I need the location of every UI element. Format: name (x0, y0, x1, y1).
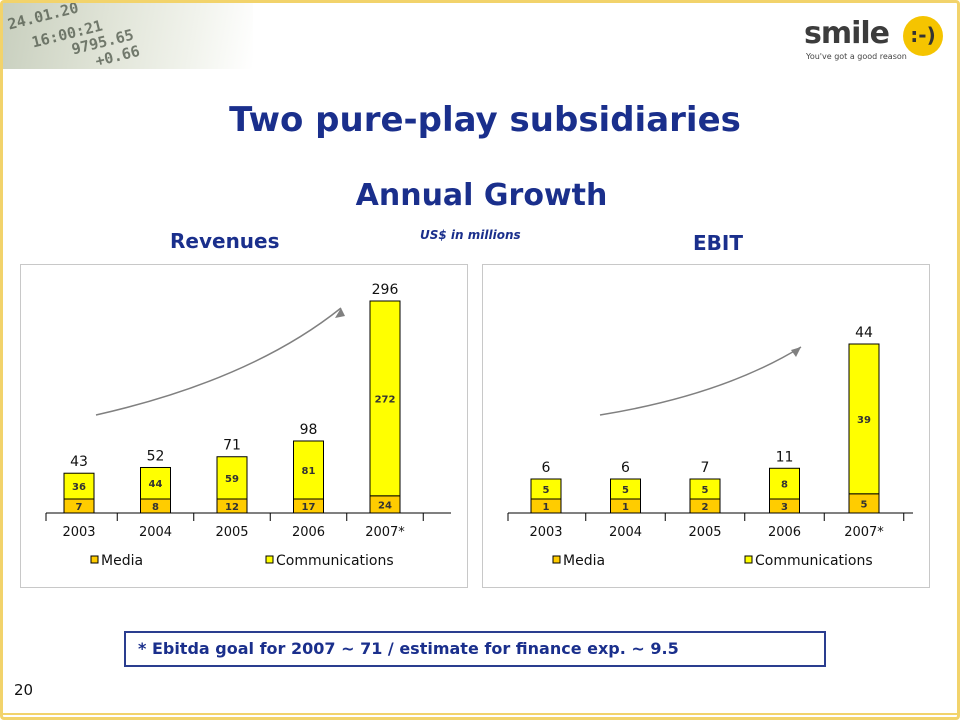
data-label-communications: 59 (225, 474, 239, 485)
bar-communications (610, 478, 641, 500)
data-label-media: 8 (152, 502, 159, 513)
bar-communications (63, 472, 95, 500)
growth-arrow (599, 346, 802, 416)
data-label-media: 2 (702, 502, 709, 513)
footnote-box: * Ebitda goal for 2007 ~ 71 / estimate f… (124, 631, 826, 667)
bar-communications (293, 440, 324, 500)
stock-ticker-image: 24.01.20 16:00:21 9795.65 +0.66 (3, 3, 253, 69)
x-tick-label: 2006 (292, 525, 325, 540)
data-label-media: 17 (302, 502, 316, 513)
bar-communications (140, 466, 171, 500)
growth-arrow-head (335, 308, 345, 318)
bar-communications (530, 478, 562, 500)
x-tick-label: 2006 (768, 525, 801, 540)
legend-swatch (744, 555, 753, 564)
x-tick-label: 2005 (688, 525, 721, 540)
data-label-total: 7 (701, 460, 710, 476)
page-number: 20 (14, 681, 34, 699)
legend-label: Media (563, 553, 605, 569)
legend-swatch (265, 555, 274, 564)
ebit-label: EBIT (693, 231, 743, 255)
revenues-chart-panel: 7 36 43 2003 8 44 52 2004 12 59 71 2005 17 81 98 2006 24… (20, 264, 468, 588)
bar-communications (369, 300, 401, 497)
data-label-communications: 8 (781, 480, 788, 491)
data-label-total: 71 (223, 438, 241, 454)
logo-tagline: You've got a good reason (806, 52, 907, 61)
bar-communications (848, 343, 880, 495)
data-label-communications: 5 (622, 485, 629, 496)
growth-arrow-head (791, 347, 801, 357)
data-label-communications: 81 (302, 466, 316, 477)
data-label-communications: 5 (702, 485, 709, 496)
x-tick-label: 2004 (139, 525, 172, 540)
data-label-media: 1 (543, 502, 550, 513)
ebit-chart-panel: 1 5 6 2003 1 5 6 2004 2 5 7 2005 3 8 11 2006 5 39 44 2007* M… (482, 264, 930, 588)
bar-communications (689, 478, 721, 500)
data-label-total: 296 (372, 282, 399, 298)
x-tick-label: 2007* (365, 525, 405, 540)
smiley-icon: :-) (903, 16, 943, 56)
data-label-communications: 36 (72, 482, 86, 493)
data-label-media: 24 (378, 500, 392, 511)
data-label-total: 43 (70, 454, 88, 470)
data-label-communications: 5 (543, 485, 550, 496)
data-label-total: 44 (855, 325, 873, 341)
data-label-total: 6 (621, 460, 630, 476)
x-tick-label: 2003 (529, 525, 562, 540)
data-label-media: 5 (861, 499, 868, 510)
legend-label: Communications (755, 553, 873, 569)
data-label-total: 98 (300, 422, 318, 438)
page-title: Two pure-play subsidiaries (229, 100, 741, 140)
bar-communications (216, 456, 248, 500)
smile-logo: smile :-) You've got a good reason (804, 14, 944, 64)
units-label: US$ in millions (420, 228, 521, 242)
legend-label: Media (101, 553, 143, 569)
bar-communications (769, 467, 800, 500)
data-label-media: 3 (781, 502, 788, 513)
data-label-communications: 39 (857, 415, 871, 426)
data-label-communications: 44 (149, 479, 163, 490)
legend-label: Communications (276, 553, 394, 569)
revenues-label: Revenues (170, 229, 280, 253)
data-label-communications: 272 (375, 394, 396, 405)
x-tick-label: 2003 (62, 525, 95, 540)
data-label-media: 7 (76, 502, 83, 513)
logo-wordmark: smile (804, 16, 890, 51)
x-tick-label: 2007* (844, 525, 884, 540)
bottom-divider (3, 713, 957, 715)
data-label-total: 11 (776, 449, 794, 465)
legend-swatch (90, 555, 99, 564)
x-tick-label: 2005 (215, 525, 248, 540)
data-label-media: 1 (622, 502, 629, 513)
revenues-chart: 7 36 43 2003 8 44 52 2004 12 59 71 2005 17 81 98 2006 24… (45, 282, 451, 569)
growth-arrow (95, 307, 342, 416)
page-subtitle: Annual Growth (355, 178, 608, 213)
data-label-total: 6 (542, 460, 551, 476)
ebit-chart: 1 5 6 2003 1 5 6 2004 2 5 7 2005 3 8 11 2006 5 39 44 2007* M… (507, 325, 913, 569)
data-label-media: 12 (225, 502, 239, 513)
x-tick-label: 2004 (609, 525, 642, 540)
legend-swatch (552, 555, 561, 564)
data-label-total: 52 (147, 448, 165, 464)
